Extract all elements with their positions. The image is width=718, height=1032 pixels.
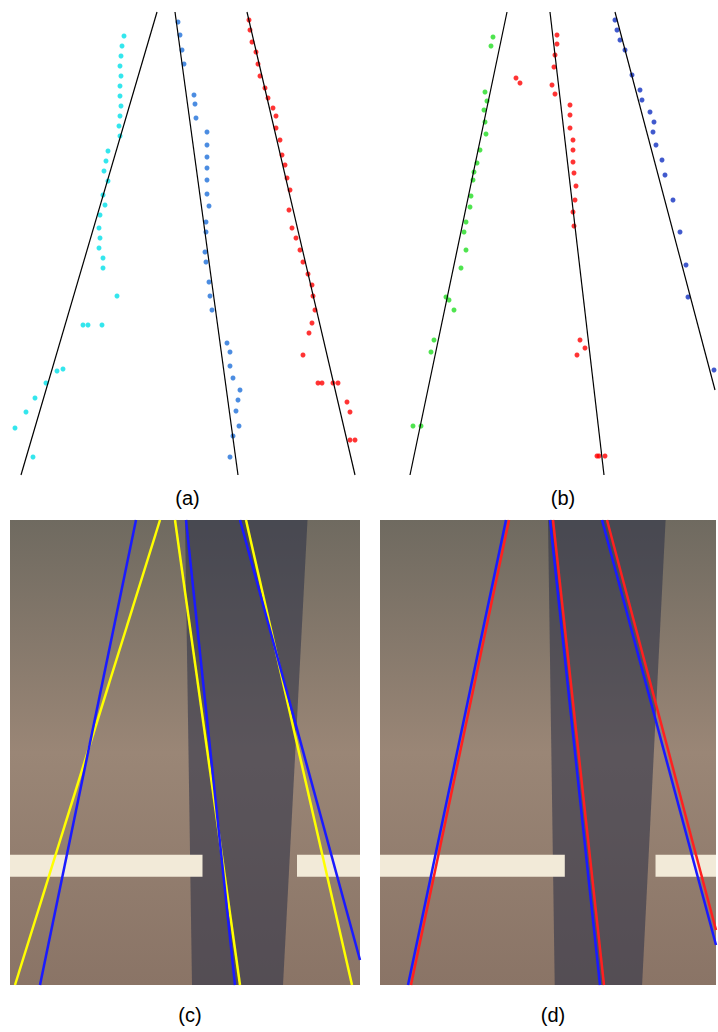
svg-text:(d): (d) bbox=[541, 1004, 565, 1026]
svg-text:(c): (c) bbox=[178, 1004, 201, 1026]
svg-text:(a): (a) bbox=[175, 487, 199, 509]
svg-text:(b): (b) bbox=[551, 487, 575, 509]
